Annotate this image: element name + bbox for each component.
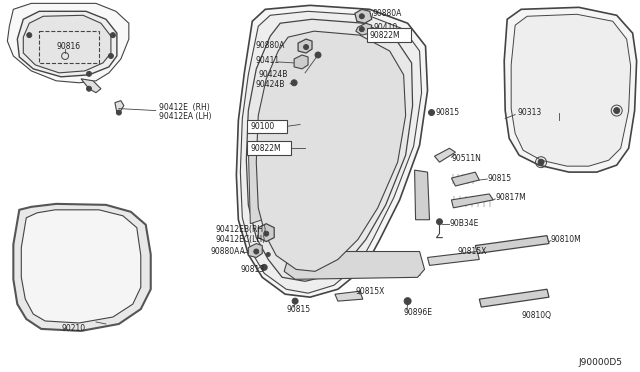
Circle shape — [315, 52, 321, 58]
Circle shape — [111, 33, 115, 38]
Text: 90511N: 90511N — [451, 154, 481, 163]
Circle shape — [254, 249, 259, 254]
Circle shape — [429, 110, 435, 116]
Text: 90816: 90816 — [56, 42, 80, 51]
Text: 90815: 90815 — [487, 174, 511, 183]
Circle shape — [359, 14, 364, 19]
Circle shape — [292, 298, 298, 304]
Polygon shape — [115, 101, 124, 113]
FancyBboxPatch shape — [367, 28, 411, 42]
Text: 90896E: 90896E — [404, 308, 433, 317]
Circle shape — [538, 159, 544, 165]
Circle shape — [27, 33, 32, 38]
Text: 90880A: 90880A — [255, 41, 285, 49]
Polygon shape — [21, 210, 141, 323]
Text: 90813: 90813 — [241, 265, 264, 274]
Text: 90815: 90815 — [435, 108, 460, 117]
Circle shape — [264, 231, 269, 236]
Polygon shape — [451, 194, 493, 208]
Polygon shape — [248, 142, 262, 224]
Text: 90411: 90411 — [255, 57, 280, 65]
Polygon shape — [479, 289, 549, 307]
Polygon shape — [246, 19, 413, 281]
Text: J90000D5: J90000D5 — [579, 358, 623, 367]
Text: 90810M: 90810M — [551, 235, 582, 244]
Polygon shape — [256, 31, 406, 271]
Polygon shape — [81, 79, 101, 93]
Polygon shape — [259, 224, 274, 241]
Polygon shape — [356, 23, 372, 35]
Polygon shape — [504, 7, 637, 172]
Circle shape — [359, 27, 364, 32]
Circle shape — [108, 54, 113, 58]
Text: 90815X: 90815X — [356, 287, 385, 296]
Circle shape — [303, 45, 308, 49]
Circle shape — [116, 110, 122, 115]
Text: 90412EB(RH): 90412EB(RH) — [216, 225, 267, 234]
Text: 90424B: 90424B — [259, 70, 287, 79]
Polygon shape — [451, 172, 479, 186]
Circle shape — [266, 253, 270, 256]
Text: 90412E  (RH): 90412E (RH) — [159, 103, 209, 112]
Polygon shape — [435, 148, 456, 162]
Polygon shape — [8, 3, 129, 83]
Text: 90822M: 90822M — [370, 31, 401, 40]
Polygon shape — [17, 11, 117, 77]
Text: 90815: 90815 — [286, 305, 310, 314]
Polygon shape — [236, 5, 428, 297]
Text: 90412EC(LH): 90412EC(LH) — [216, 235, 266, 244]
Text: 90880A: 90880A — [372, 9, 402, 18]
Polygon shape — [248, 244, 262, 257]
Polygon shape — [13, 204, 151, 331]
Text: 90313: 90313 — [517, 108, 541, 117]
Circle shape — [614, 108, 620, 113]
FancyBboxPatch shape — [247, 119, 287, 134]
Text: 90410: 90410 — [374, 23, 398, 32]
Text: 90412EA (LH): 90412EA (LH) — [159, 112, 211, 121]
Polygon shape — [294, 55, 308, 69]
FancyBboxPatch shape — [247, 141, 291, 155]
Polygon shape — [355, 9, 372, 23]
Polygon shape — [284, 251, 424, 279]
Polygon shape — [241, 11, 422, 293]
Polygon shape — [428, 251, 479, 265]
Polygon shape — [511, 14, 630, 166]
Polygon shape — [415, 170, 429, 220]
Text: 90B34E: 90B34E — [449, 219, 479, 228]
Circle shape — [291, 80, 297, 86]
Polygon shape — [335, 291, 363, 301]
Text: 90210: 90210 — [61, 324, 85, 333]
Text: 90424B: 90424B — [255, 80, 285, 89]
Text: 90822M: 90822M — [250, 144, 281, 153]
Text: 90880AA: 90880AA — [211, 247, 245, 256]
Circle shape — [86, 86, 92, 91]
Circle shape — [404, 298, 411, 305]
Circle shape — [86, 71, 92, 76]
Text: 90810Q: 90810Q — [521, 311, 551, 320]
Text: 90815X: 90815X — [458, 247, 487, 256]
Text: 90817M: 90817M — [495, 193, 526, 202]
Circle shape — [261, 264, 268, 270]
Polygon shape — [476, 235, 549, 253]
Text: 90100: 90100 — [250, 122, 275, 131]
Polygon shape — [298, 39, 312, 53]
Polygon shape — [23, 15, 111, 73]
Circle shape — [436, 219, 442, 225]
